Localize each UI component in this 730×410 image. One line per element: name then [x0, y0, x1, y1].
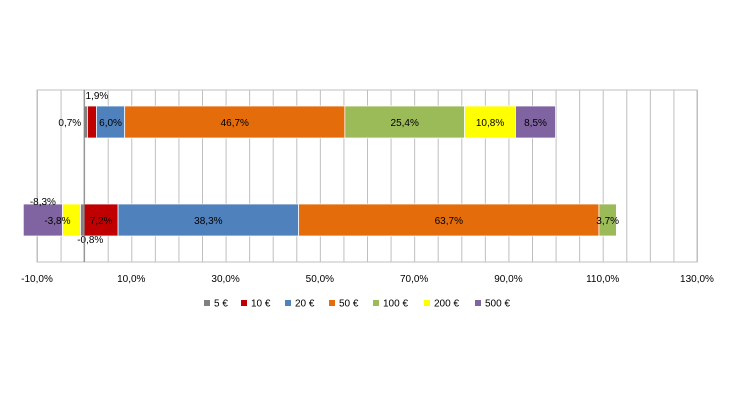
bar-segment	[598, 203, 617, 237]
data-labels: 0,7% 1,9% 6,0% 46,7% 25,4% 10,8% 8,5% -0,8% 7,2%…	[30, 91, 619, 246]
legend-label: 10 €	[251, 299, 271, 310]
data-label: 3,7%	[596, 216, 619, 227]
legend-swatch	[329, 300, 335, 306]
legend-swatch	[475, 300, 481, 306]
bar-segment	[79, 203, 85, 237]
data-label: -8,3%	[30, 197, 56, 208]
data-label: 25,4%	[391, 118, 419, 129]
legend-label: 500 €	[485, 299, 510, 310]
legend-label: 50 €	[339, 299, 359, 310]
x-axis: -10,0% 10,0% 30,0% 50,0% 70,0% 90,0% 110,0% 130…	[21, 90, 714, 285]
legend-swatch	[241, 300, 247, 306]
bar-segment	[298, 203, 600, 237]
data-label: 6,0%	[99, 118, 122, 129]
bars	[22, 105, 617, 237]
bar-segment	[515, 105, 556, 139]
x-tick-label: 130,0%	[680, 274, 714, 285]
bar-segment	[96, 105, 126, 139]
legend-swatch	[373, 300, 379, 306]
data-label: 8,5%	[524, 118, 547, 129]
legend-label: 20 €	[295, 299, 315, 310]
x-tick-label: 110,0%	[586, 274, 619, 285]
bar-segment	[22, 203, 63, 237]
data-label: 1,9%	[86, 91, 109, 102]
x-tick-label: 50,0%	[306, 274, 334, 285]
data-label: 10,8%	[476, 118, 504, 129]
x-tick-label: 90,0%	[494, 274, 522, 285]
data-label: -3,8%	[44, 216, 70, 227]
bar-segment	[124, 105, 346, 139]
x-tick-label: 70,0%	[400, 274, 428, 285]
data-label: 7,2%	[90, 216, 113, 227]
x-tick-label: 30,0%	[211, 274, 239, 285]
x-tick-label: -10,0%	[21, 274, 53, 285]
bar-segment	[464, 105, 516, 139]
data-label: -0,8%	[77, 235, 103, 246]
legend-swatch	[424, 300, 430, 306]
data-label: 63,7%	[435, 216, 463, 227]
x-tick-label: 10,0%	[117, 274, 145, 285]
legend-label: 5 €	[214, 299, 228, 310]
legend-swatch	[204, 300, 210, 306]
data-label: 38,3%	[194, 216, 222, 227]
data-label: 46,7%	[221, 118, 249, 129]
data-label: 0,7%	[58, 118, 81, 129]
legend: 5 € 10 € 20 € 50 € 100 € 200 € 500 €	[204, 299, 510, 310]
legend-swatch	[285, 300, 291, 306]
bar-segment	[87, 105, 97, 139]
legend-label: 100 €	[383, 299, 408, 310]
legend-label: 200 €	[434, 299, 459, 310]
